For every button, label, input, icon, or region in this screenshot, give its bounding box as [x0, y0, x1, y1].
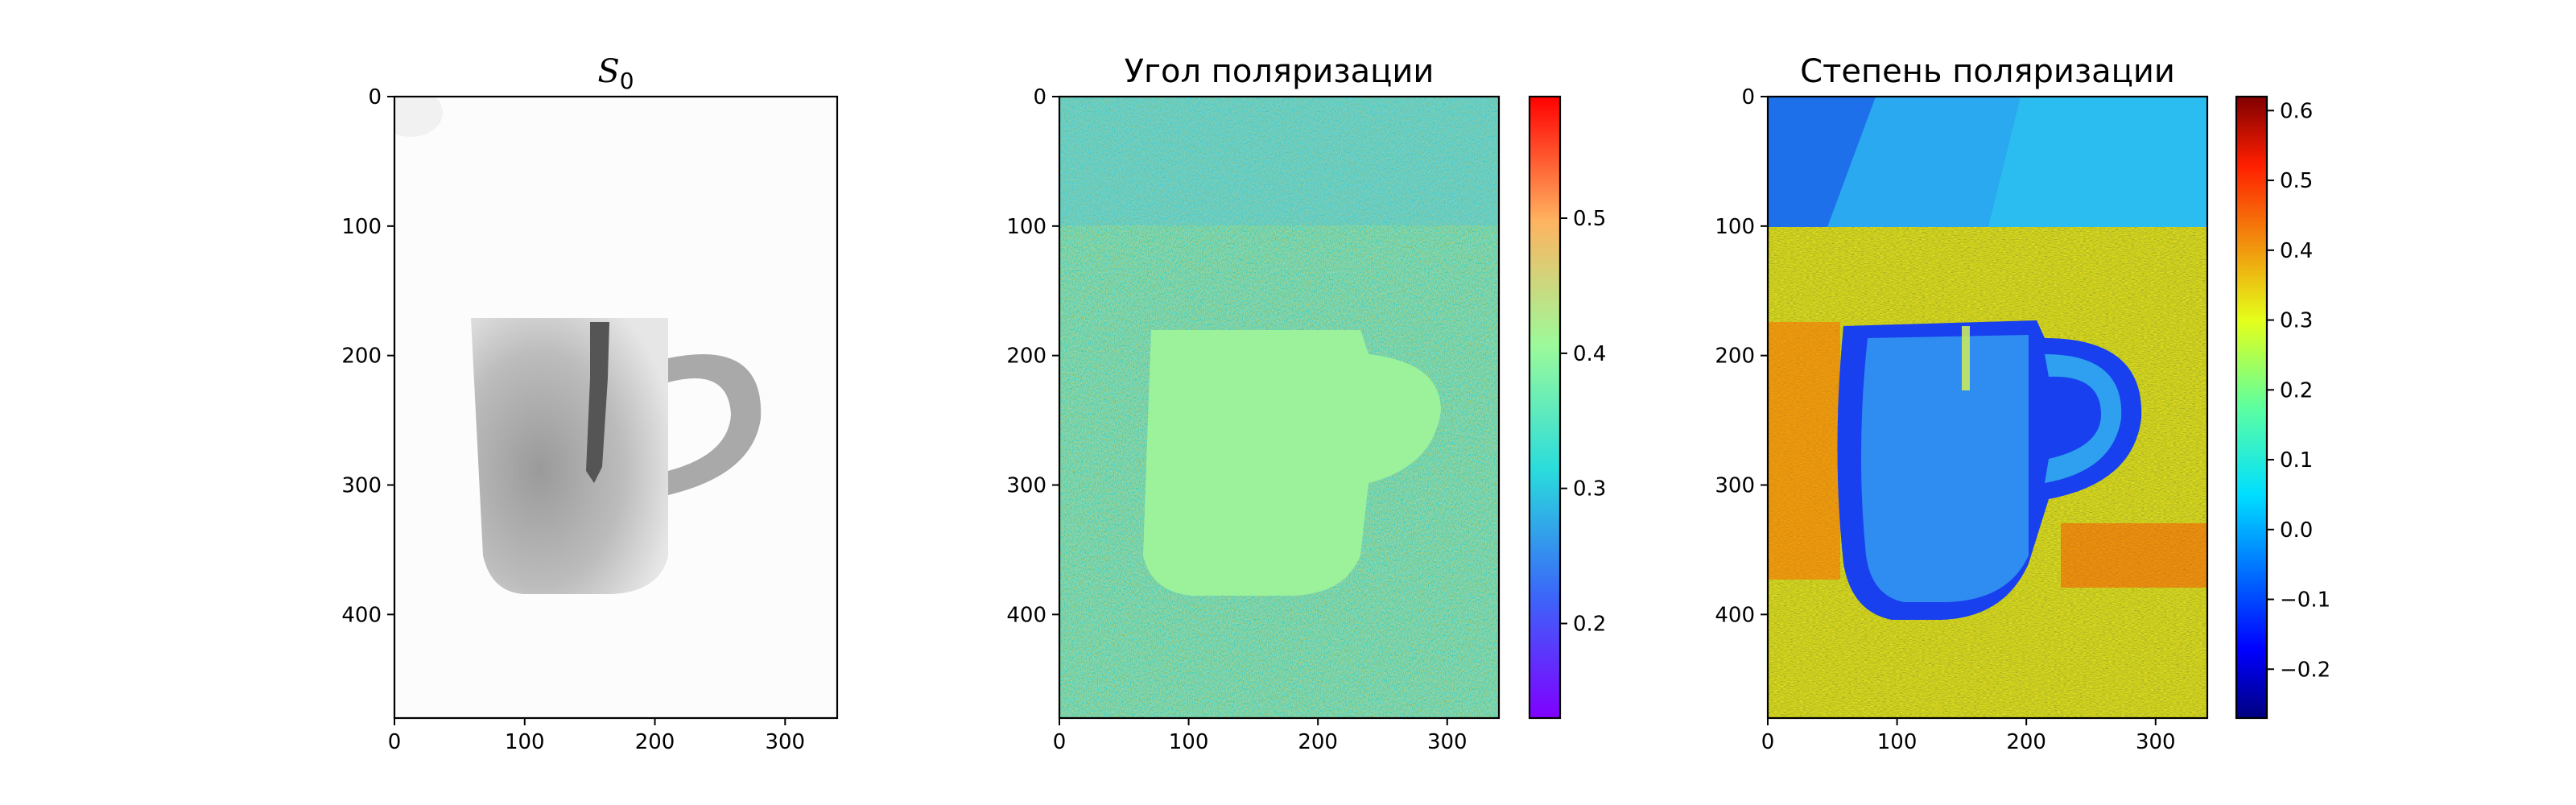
- angle-image: [1059, 97, 1499, 718]
- degree-mug-body: [1860, 335, 2029, 602]
- y-tick-label: 0: [1741, 85, 1755, 109]
- angle-title: Угол поляризации: [1125, 53, 1435, 90]
- s0-title: S0: [597, 53, 634, 94]
- colorbar-tick-label: 0.5: [1573, 207, 1606, 231]
- s0-ticks: 0 100 200 300 0 100 200 300 400: [341, 85, 805, 754]
- angle-colorbar-gradient: [1530, 97, 1560, 718]
- y-tick-label: 400: [1715, 603, 1755, 627]
- colorbar-tick-label: 0.6: [2280, 99, 2313, 123]
- x-tick-label: 200: [1298, 730, 1338, 754]
- colorbar-tick-label: 0.1: [2280, 448, 2313, 473]
- y-tick-label: 100: [1006, 215, 1046, 239]
- panel-degree: 0 100 200 300 0 100 200 300 400 Степень поляриза…: [1715, 53, 2330, 754]
- x-tick-label: 0: [388, 730, 402, 754]
- x-tick-label: 200: [635, 730, 675, 754]
- y-tick-label: 400: [1006, 603, 1046, 627]
- mug-handle: [668, 354, 762, 495]
- degree-title: Степень поляризации: [1800, 53, 2175, 90]
- mug-body: [471, 318, 668, 594]
- s0-image: [394, 97, 837, 718]
- x-tick-label: 0: [1761, 730, 1775, 754]
- angle-ticks: 0 100 200 300 0 100 200 300 400: [1006, 85, 1467, 754]
- x-tick-label: 300: [1427, 730, 1468, 754]
- degree-colorbar: −0.2 −0.1 0.0 0.1 0.2 0.3 0.4 0.5 0.6: [2235, 95, 2330, 720]
- y-tick-label: 400: [341, 603, 382, 627]
- colorbar-tick-label: 0.4: [2280, 239, 2313, 263]
- y-tick-label: 200: [1715, 345, 1755, 369]
- x-tick-label: 100: [1169, 730, 1209, 754]
- x-tick-label: 100: [1877, 730, 1918, 754]
- colorbar-tick-label: 0.2: [1573, 613, 1606, 637]
- degree-ticks: 0 100 200 300 0 100 200 300 400: [1715, 85, 2175, 754]
- y-tick-label: 100: [341, 215, 382, 239]
- spoon-shadow: [586, 322, 609, 483]
- degree-colorbar-ticks: −0.2 −0.1 0.0 0.1 0.2 0.3 0.4 0.5 0.6: [2267, 99, 2330, 682]
- degree-image: [1768, 97, 2207, 718]
- y-tick-label: 200: [1006, 345, 1046, 369]
- x-tick-label: 100: [505, 730, 545, 754]
- y-tick-label: 300: [1006, 474, 1046, 498]
- panel-angle: 0 100 200 300 0 100 200 300 400 Угол поляризации…: [1006, 53, 1606, 754]
- colorbar-tick-label: 0.2: [2280, 378, 2313, 402]
- colorbar-tick-label: 0.4: [1573, 342, 1606, 366]
- colorbar-tick-label: 0.5: [2280, 169, 2313, 193]
- degree-colorbar-gradient: [2236, 97, 2267, 718]
- y-tick-label: 0: [1033, 85, 1046, 109]
- y-tick-label: 200: [341, 345, 382, 369]
- x-tick-label: 300: [765, 730, 805, 754]
- angle-colorbar-ticks: 0.2 0.3 0.4 0.5: [1560, 207, 1606, 637]
- colorbar-tick-label: −0.2: [2280, 658, 2330, 682]
- y-tick-label: 100: [1715, 215, 1755, 239]
- angle-colorbar: 0.2 0.3 0.4 0.5: [1528, 95, 1606, 720]
- y-tick-label: 300: [1715, 474, 1755, 498]
- angle-mug-region: [1143, 330, 1441, 596]
- y-tick-label: 300: [341, 474, 382, 498]
- colorbar-tick-label: −0.1: [2280, 588, 2330, 613]
- panel-s0: 0 100 200 300 0 100 200 300 400 S0: [341, 53, 839, 754]
- y-tick-label: 0: [368, 85, 382, 109]
- colorbar-tick-label: 0.3: [1573, 477, 1606, 502]
- colorbar-tick-label: 0.0: [2280, 518, 2313, 543]
- colorbar-tick-label: 0.3: [2280, 309, 2313, 333]
- x-tick-label: 300: [2136, 730, 2176, 754]
- x-tick-label: 200: [2006, 730, 2046, 754]
- x-tick-label: 0: [1053, 730, 1067, 754]
